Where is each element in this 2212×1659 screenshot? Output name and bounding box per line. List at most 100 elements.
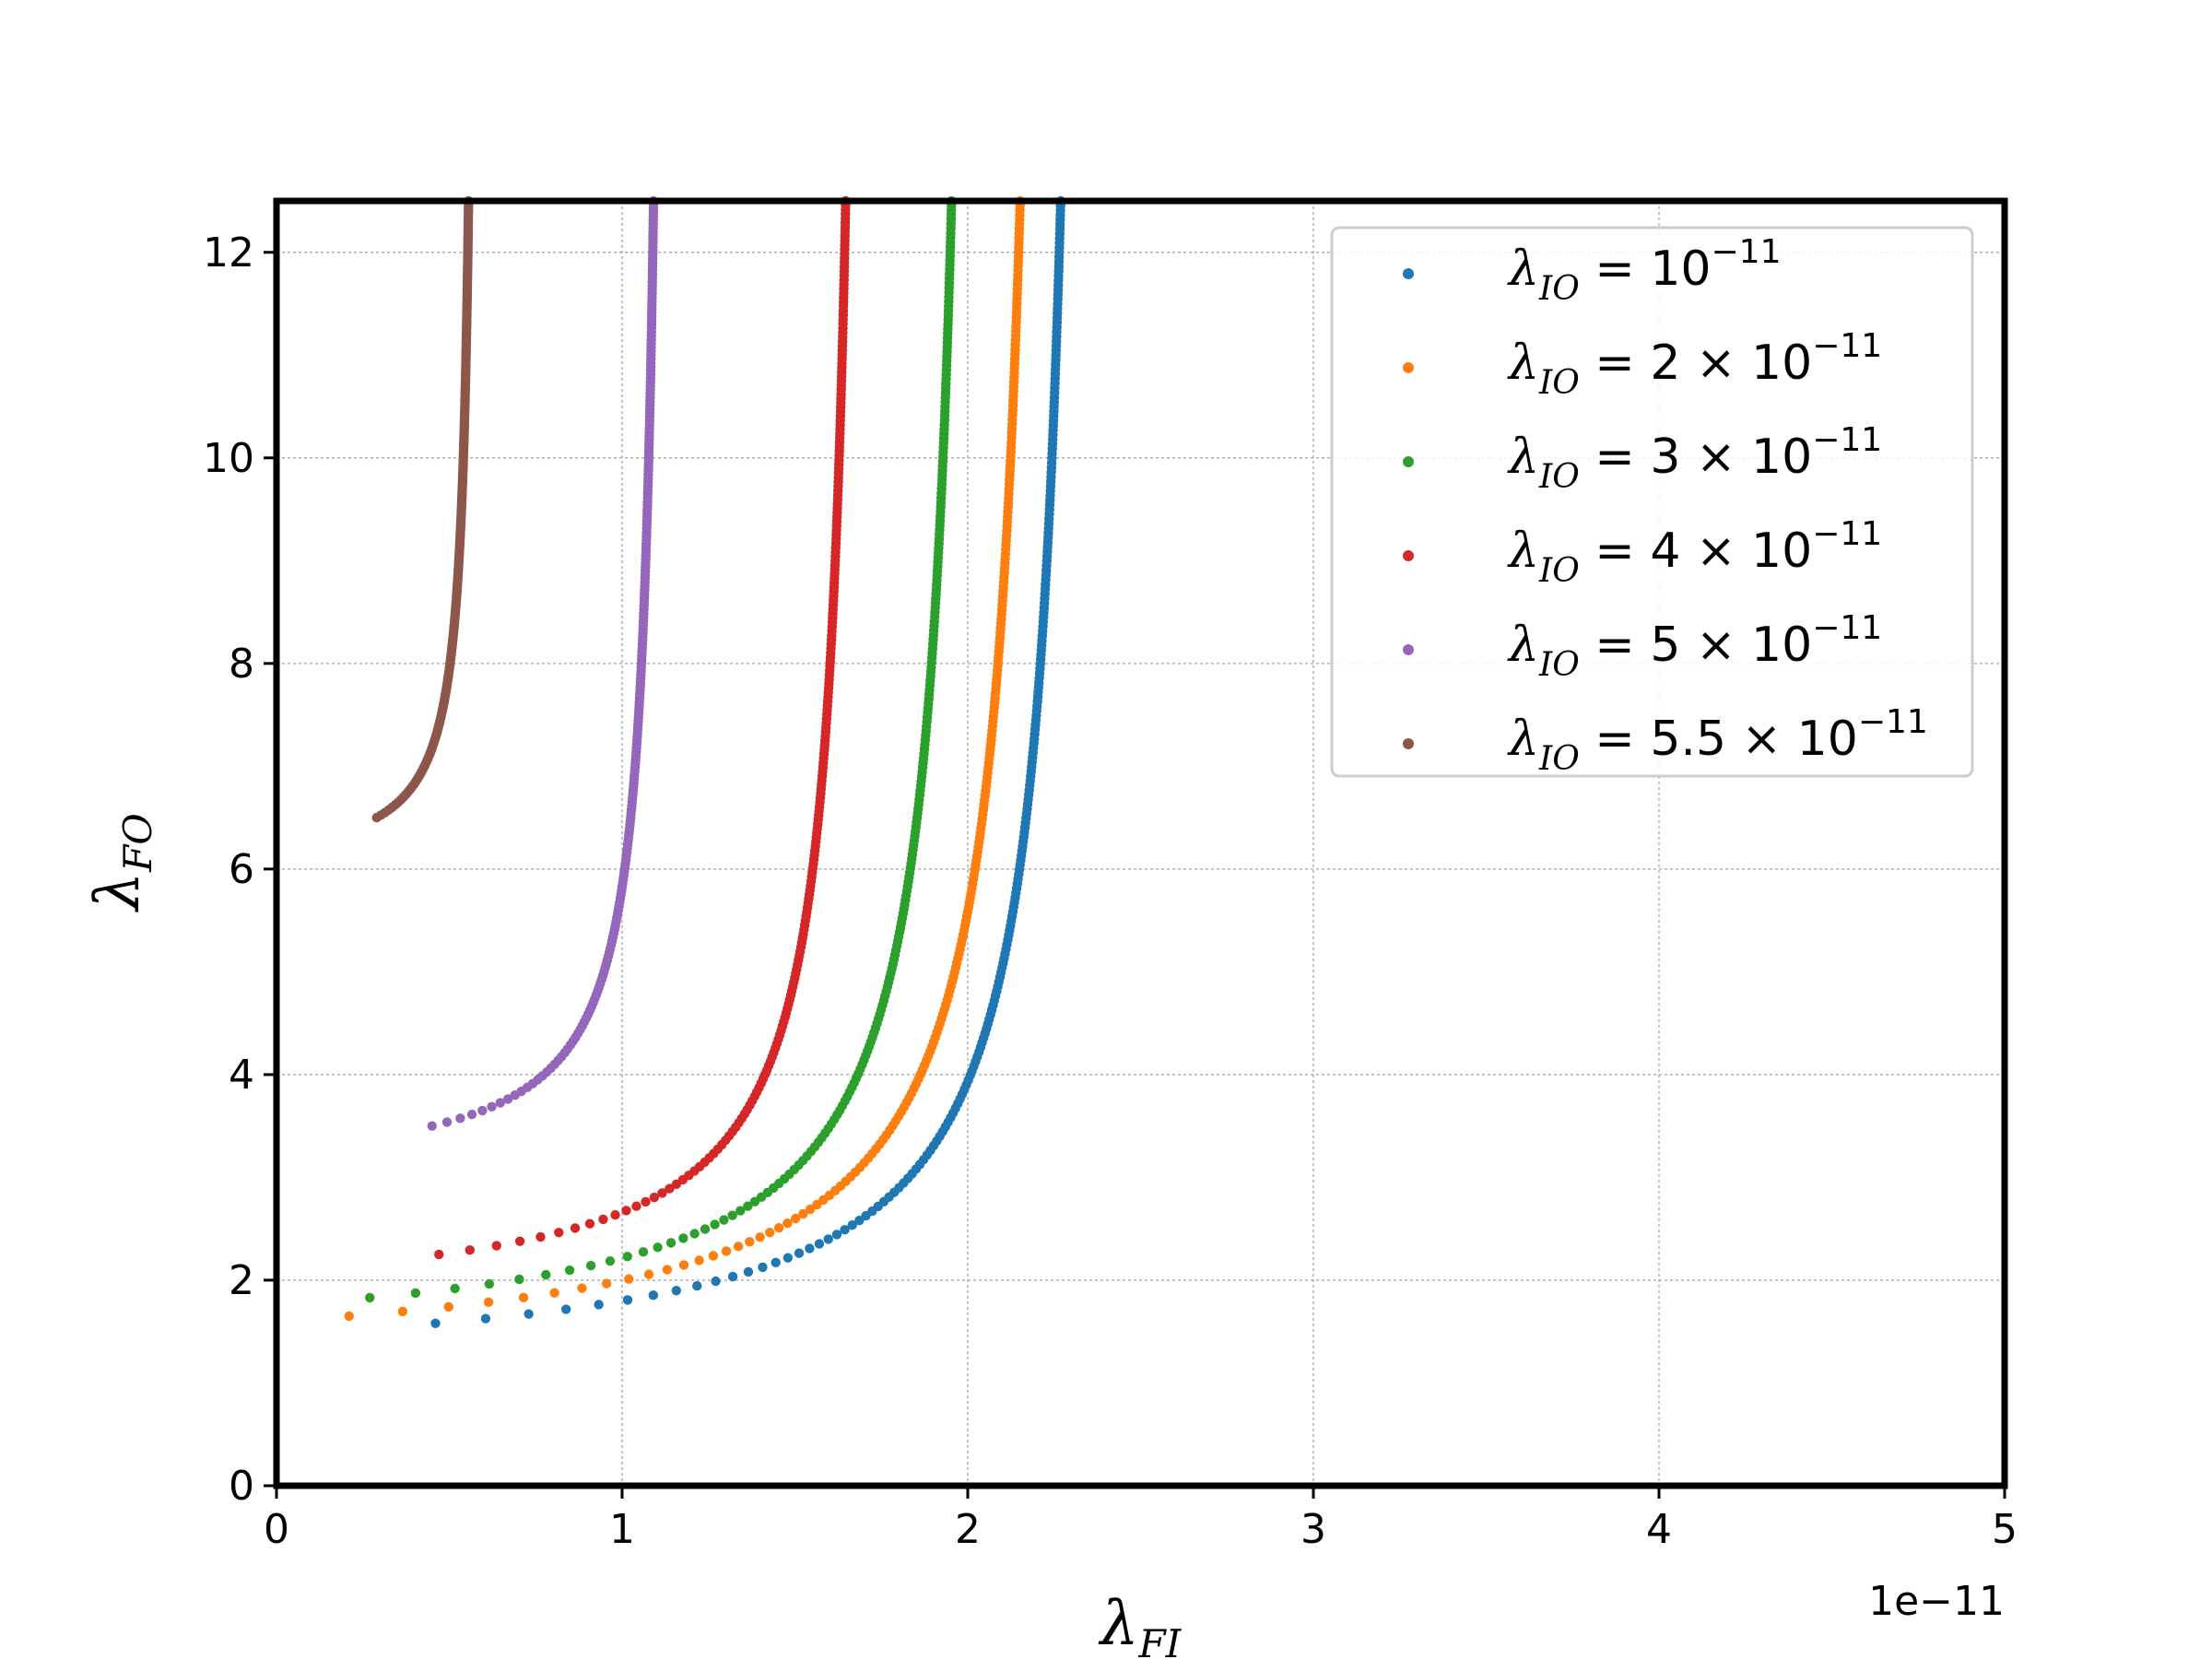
legend-sub: IO: [1538, 458, 1580, 496]
data-point: [483, 1297, 494, 1308]
data-point: [854, 1215, 865, 1226]
data-point: [721, 1246, 732, 1256]
series-2: [344, 195, 1026, 1322]
data-point: [514, 1274, 524, 1285]
legend-sub: IO: [1538, 270, 1580, 308]
data-point: [805, 1204, 816, 1215]
y-tick-label: 12: [203, 229, 254, 276]
x-tick-label: 4: [1646, 1506, 1672, 1553]
data-point: [755, 1232, 765, 1242]
legend-symbol: λ: [1507, 524, 1539, 579]
data-point: [678, 1233, 688, 1243]
data-point: [495, 1098, 505, 1108]
data-point: [621, 1206, 631, 1216]
data-point: [727, 1271, 738, 1282]
legend-eq: = 5 × 10: [1580, 618, 1813, 673]
legend-label: λIO = 5.5 × 10−11: [1507, 703, 1928, 778]
data-point: [594, 1300, 604, 1310]
data-point: [665, 1238, 677, 1248]
legend-exp: −11: [1712, 233, 1782, 271]
x-tick-label: 1: [609, 1506, 635, 1553]
legend-sub: IO: [1538, 552, 1580, 590]
data-point: [771, 1257, 781, 1268]
data-point: [441, 1117, 453, 1127]
data-point: [765, 1228, 775, 1238]
data-point: [584, 1218, 595, 1229]
legend-eq: = 5.5 × 10: [1580, 712, 1858, 767]
data-point: [631, 1201, 641, 1211]
legend-symbol: λ: [1507, 241, 1539, 297]
y-axis-label: λFO: [82, 813, 160, 912]
legend-exp: −11: [1812, 421, 1882, 459]
y-tick-label: 2: [229, 1257, 254, 1304]
legend-exp: −11: [1812, 327, 1882, 365]
data-point: [794, 1248, 805, 1258]
x-tick-label: 0: [264, 1506, 289, 1553]
data-point: [601, 1278, 612, 1288]
axes-frame: [273, 197, 2008, 1489]
x-tick-label: 3: [1300, 1506, 1326, 1553]
data-point: [648, 1290, 659, 1300]
x-offset-label: 1e−11: [1868, 1578, 2005, 1625]
data-point: [643, 1269, 654, 1279]
legend-eq: = 2 × 10: [1580, 335, 1813, 391]
data-point: [524, 1309, 534, 1319]
x-tick-label: 5: [1992, 1506, 2018, 1553]
data-point: [410, 1288, 421, 1299]
legend-marker: [1403, 644, 1414, 655]
data-point: [502, 1094, 513, 1104]
data-point: [727, 1210, 737, 1220]
y-tick-label: 0: [229, 1463, 254, 1510]
data-point: [671, 1286, 681, 1296]
legend-symbol: λ: [1507, 712, 1539, 767]
data-point: [598, 1214, 608, 1225]
data-point: [689, 1229, 700, 1239]
data-point: [662, 1265, 673, 1275]
legend-label: λIO = 5 × 10−11: [1507, 609, 1882, 684]
legend-exp: −11: [1858, 703, 1928, 741]
legend-sub: IO: [1538, 364, 1580, 402]
data-point: [624, 1274, 634, 1284]
data-point: [733, 1241, 744, 1252]
data-point: [434, 1249, 444, 1260]
data-point: [638, 1247, 649, 1257]
legend-symbol: λ: [1507, 618, 1539, 673]
x-tick-label: 2: [955, 1506, 981, 1553]
data-point: [678, 1260, 689, 1270]
y-tick-label: 8: [229, 641, 254, 688]
data-point: [641, 1196, 651, 1207]
data-point: [518, 1292, 529, 1303]
data-point: [622, 1295, 633, 1305]
y-axis-label-symbol: λ: [82, 872, 153, 913]
data-point: [465, 1245, 475, 1255]
legend-symbol: λ: [1507, 429, 1539, 485]
data-point: [653, 1242, 663, 1253]
legend-label: λIO = 4 × 10−11: [1507, 515, 1882, 590]
legend-sub: IO: [1538, 740, 1580, 778]
data-point: [700, 1224, 711, 1234]
data-point: [487, 1101, 497, 1112]
data-point: [466, 1109, 477, 1120]
series-1: [430, 195, 1066, 1328]
data-point: [823, 1234, 833, 1244]
x-axis-label-sub: FI: [1138, 1621, 1182, 1659]
data-point: [344, 1311, 354, 1322]
y-axis-label-sub: FO: [115, 813, 160, 873]
data-point: [773, 1223, 784, 1233]
series-4: [434, 195, 851, 1260]
legend-eq: = 3 × 10: [1580, 429, 1813, 485]
data-point: [549, 1288, 559, 1298]
data-point: [443, 1301, 453, 1312]
data-point: [535, 1231, 546, 1242]
data-point: [622, 1252, 632, 1262]
data-point: [847, 1220, 857, 1230]
data-point: [782, 1218, 793, 1229]
x-axis-label: λFI: [1098, 1588, 1182, 1659]
legend-marker: [1403, 456, 1414, 467]
data-point: [430, 1318, 441, 1328]
data-point: [692, 1281, 702, 1291]
data-point: [758, 1262, 768, 1273]
